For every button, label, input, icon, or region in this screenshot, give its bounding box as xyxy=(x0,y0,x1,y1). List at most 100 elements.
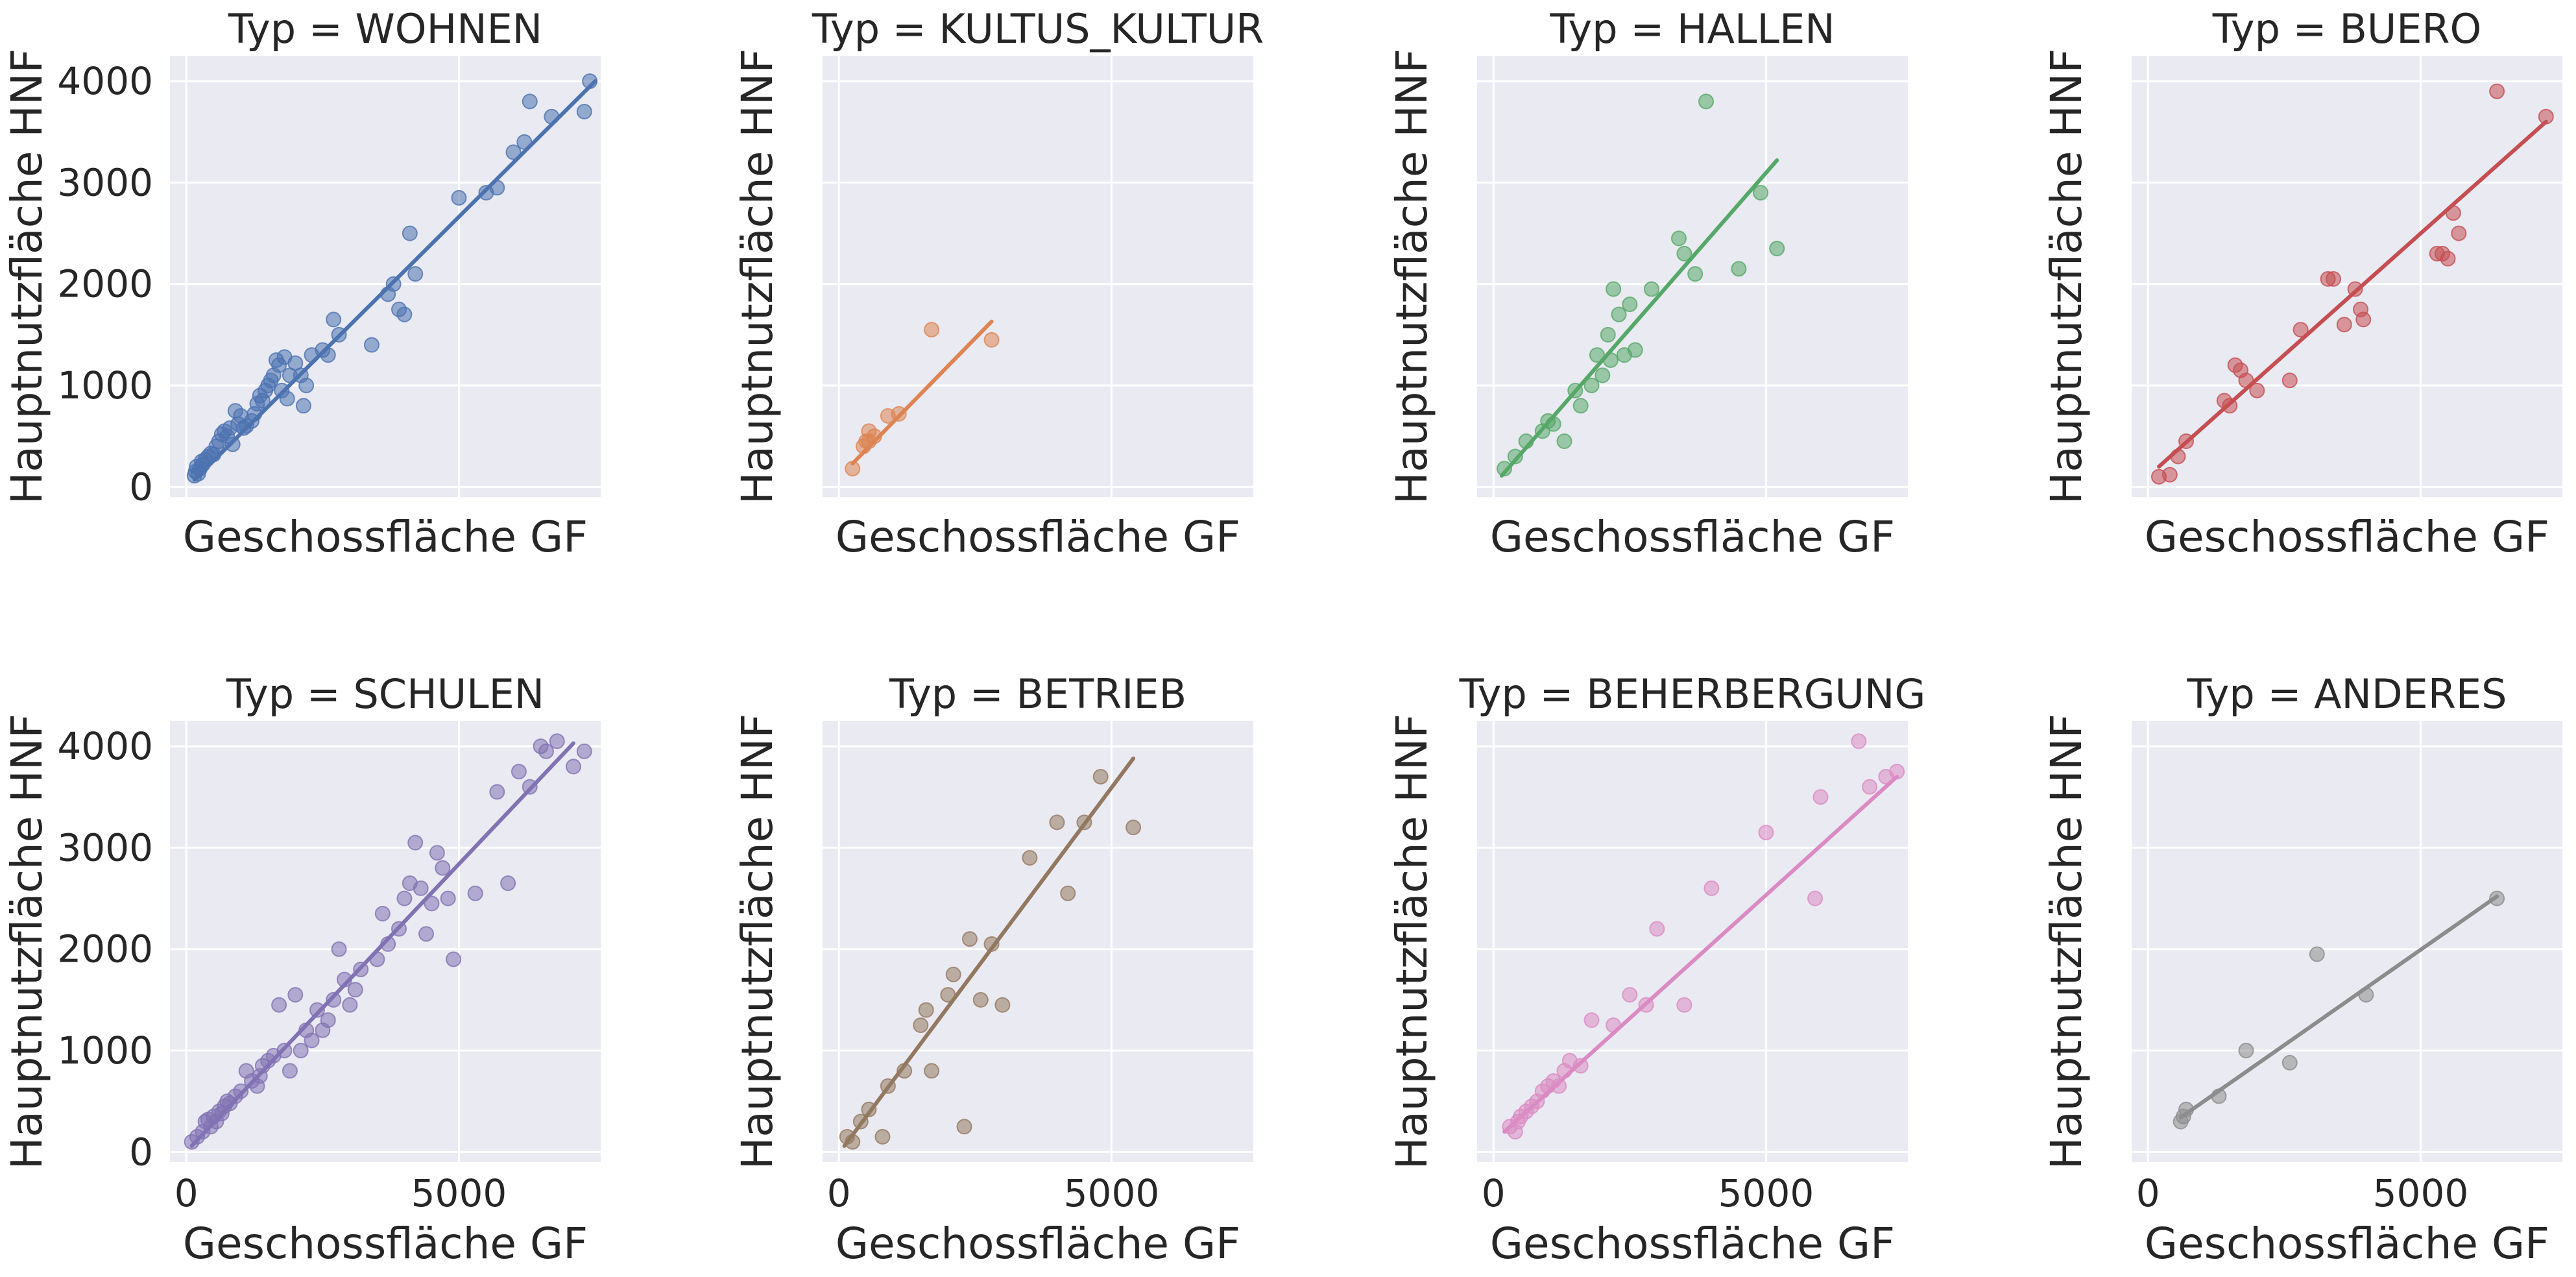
x-tick-label: 5000 xyxy=(2373,1171,2469,1215)
data-point xyxy=(565,759,581,775)
regression-line xyxy=(2157,119,2548,469)
data-point xyxy=(1049,814,1065,831)
data-point xyxy=(522,93,538,110)
facet-panel: Typ = HALLEN Geschossfläche GF Hauptnutzfl… xyxy=(1387,5,1908,562)
regression-line xyxy=(189,741,575,1148)
data-point xyxy=(1595,367,1611,383)
data-point xyxy=(424,895,440,912)
data-point xyxy=(326,991,342,1008)
plot-area xyxy=(2132,721,2562,1162)
plot-area xyxy=(823,721,1253,1162)
x-axis-label: Geschossfläche GF xyxy=(1490,1219,1895,1269)
y-axis-label: Hauptnutzfläche HNF xyxy=(1387,49,1437,505)
data-point xyxy=(429,845,445,861)
data-point xyxy=(1622,296,1638,312)
data-point xyxy=(576,103,592,119)
data-point xyxy=(549,733,565,749)
panel-title: Typ = BEHERBERGUNG xyxy=(1459,670,1926,718)
regression-line xyxy=(2178,894,2499,1120)
y-tick-label: 0 xyxy=(129,1130,153,1174)
panel-title: Typ = WOHNEN xyxy=(228,5,542,53)
data-point xyxy=(2281,372,2298,389)
regression-line xyxy=(1499,158,1779,478)
data-point xyxy=(1507,448,1523,465)
regression-line xyxy=(192,79,597,482)
data-point xyxy=(2451,225,2467,241)
data-point xyxy=(298,378,315,394)
data-point xyxy=(994,997,1011,1013)
data-point xyxy=(2309,946,2325,962)
plot-area xyxy=(2132,56,2562,497)
data-point xyxy=(1731,261,1747,277)
y-tick-label: 4000 xyxy=(57,59,153,103)
data-point xyxy=(331,941,347,957)
data-point xyxy=(1687,266,1703,282)
data-point xyxy=(489,784,505,800)
data-point xyxy=(918,1002,934,1018)
y-axis-label: Hauptnutzfläche HNF xyxy=(732,714,782,1170)
data-point xyxy=(945,966,961,982)
data-point xyxy=(320,1012,336,1028)
data-point xyxy=(396,306,413,322)
data-point xyxy=(1670,230,1687,247)
data-point xyxy=(363,337,379,353)
data-point xyxy=(1758,824,1774,840)
data-point xyxy=(304,1032,320,1049)
y-axis-label: Hauptnutzfläche HNF xyxy=(2,714,52,1170)
data-point xyxy=(1676,245,1692,261)
x-tick-label: 5000 xyxy=(1064,1171,1160,1215)
data-point xyxy=(1627,342,1643,358)
data-point xyxy=(1753,185,1769,201)
data-point xyxy=(293,1043,309,1059)
data-point xyxy=(500,875,516,892)
y-axis-label: Hauptnutzfläche HNF xyxy=(2041,49,2091,505)
data-point xyxy=(1807,890,1824,906)
data-point xyxy=(287,987,304,1003)
y-axis-label: Hauptnutzfläche HNF xyxy=(1387,714,1437,1170)
data-point xyxy=(913,1017,929,1033)
data-point xyxy=(1589,347,1605,363)
x-axis-label: Geschossfläche GF xyxy=(836,512,1240,562)
facet-panel: Typ = BUERO Geschossfläche GF Hauptnutzflä… xyxy=(2041,5,2562,562)
data-point xyxy=(2249,382,2265,398)
x-axis-label: Geschossfläche GF xyxy=(183,512,588,562)
panel-title: Typ = BUERO xyxy=(2212,5,2482,53)
y-tick-label: 1000 xyxy=(57,1028,153,1073)
y-axis-label: Hauptnutzfläche HNF xyxy=(732,49,782,505)
data-point xyxy=(2489,83,2505,99)
data-point xyxy=(347,982,363,998)
data-point xyxy=(342,997,358,1013)
panel-title: Typ = BETRIEB xyxy=(889,670,1186,718)
data-point xyxy=(1583,378,1600,394)
data-point xyxy=(505,144,522,160)
data-point xyxy=(576,743,592,759)
y-tick-label: 4000 xyxy=(57,724,153,768)
x-tick-label: 0 xyxy=(175,1171,199,1215)
regression-line xyxy=(1502,774,1899,1134)
data-point xyxy=(295,398,311,414)
data-point xyxy=(1812,789,1829,805)
data-point xyxy=(1606,281,1622,297)
data-point xyxy=(511,764,527,780)
data-point xyxy=(1497,461,1513,477)
regression-line xyxy=(850,319,994,466)
data-point xyxy=(924,1063,940,1079)
y-tick-label: 2000 xyxy=(57,262,153,306)
data-point xyxy=(407,834,424,851)
data-point xyxy=(983,332,1000,348)
x-axis-label: Geschossfläche GF xyxy=(1490,512,1895,562)
data-point xyxy=(1769,241,1785,257)
data-point xyxy=(446,951,462,967)
regression-line xyxy=(842,756,1136,1148)
data-point xyxy=(1698,93,1715,110)
data-point xyxy=(407,266,424,282)
x-axis-label: Geschossfläche GF xyxy=(183,1219,588,1269)
data-point xyxy=(271,997,287,1013)
x-tick-label: 5000 xyxy=(411,1171,507,1215)
data-point xyxy=(961,931,978,947)
data-point xyxy=(467,885,483,901)
data-point xyxy=(374,906,391,922)
data-point xyxy=(2440,250,2456,267)
